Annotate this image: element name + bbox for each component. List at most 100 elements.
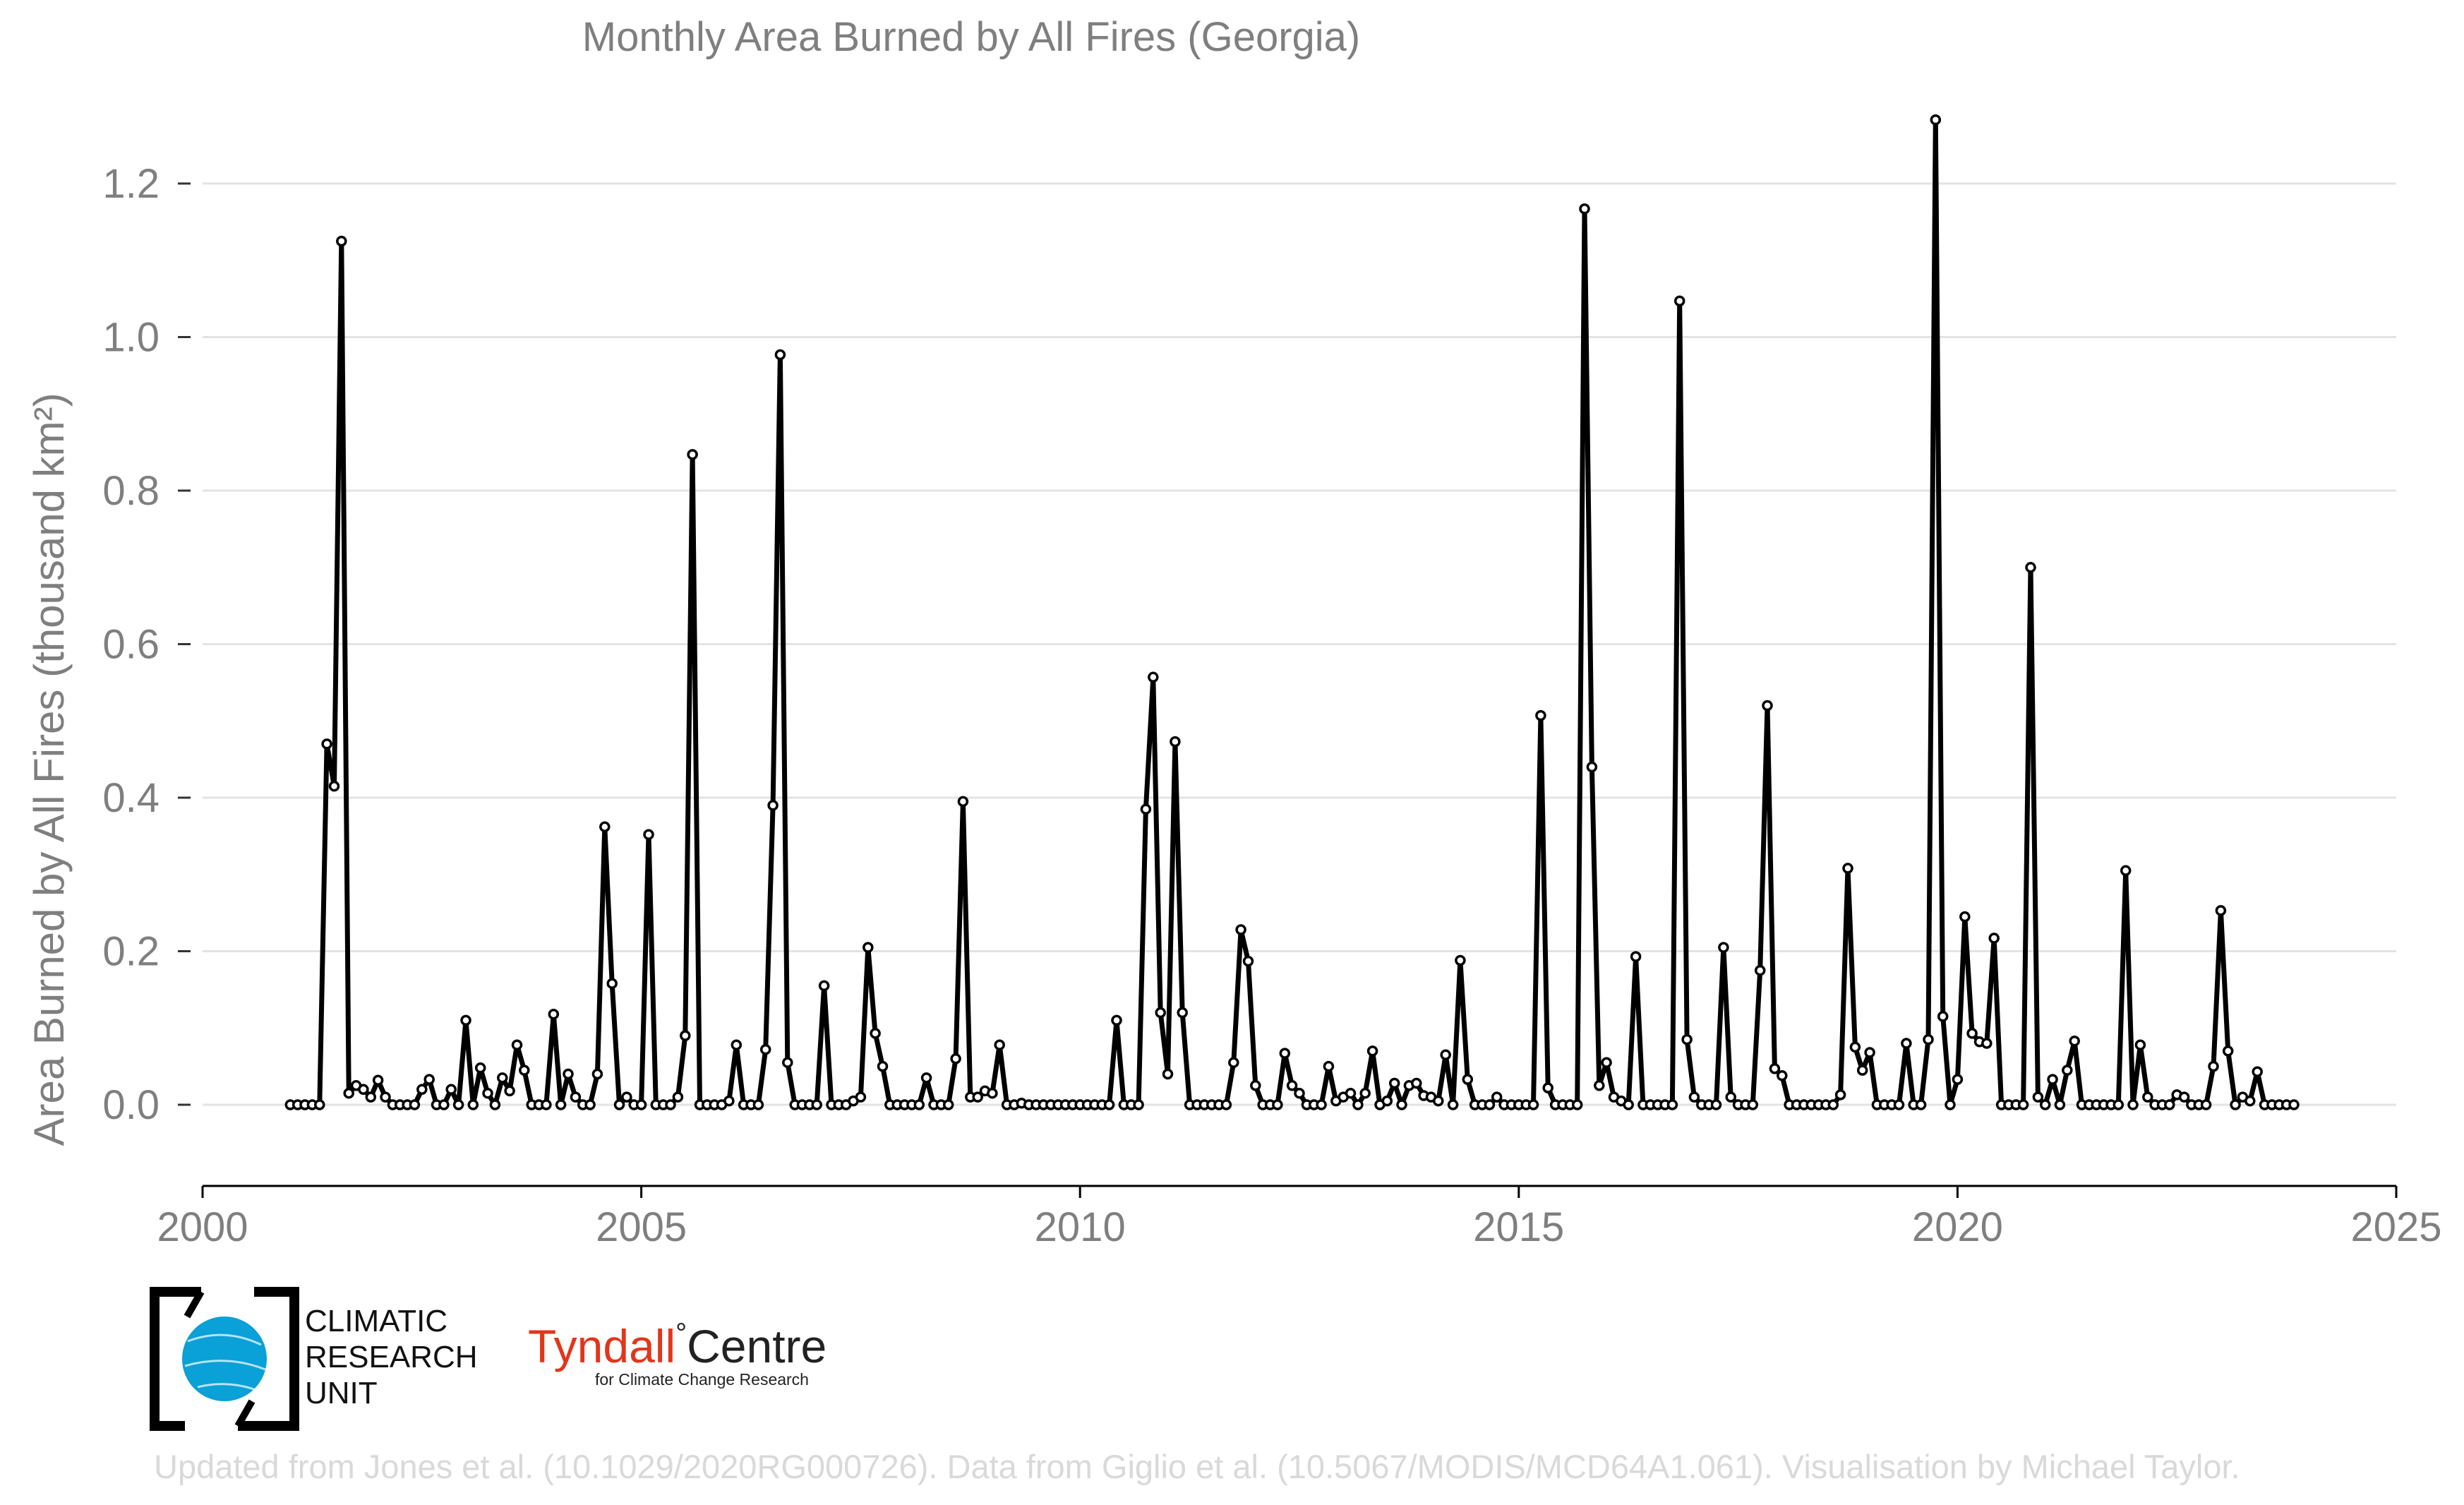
- y-tick-label: 0.8: [102, 468, 160, 514]
- data-point: [1155, 1007, 1166, 1019]
- data-point: [1279, 1048, 1291, 1059]
- data-point: [643, 829, 654, 840]
- svg-text:UNIT: UNIT: [305, 1376, 378, 1410]
- data-point: [321, 738, 332, 750]
- tyndall-logo: Tyndall°Centre for Climate Change Resear…: [528, 1318, 827, 1389]
- y-tick-labels: 0.0 0.2 0.4 0.6 0.8 1.0 1.2: [102, 161, 191, 1128]
- data-point: [1323, 1060, 1335, 1072]
- data-point: [621, 1091, 632, 1103]
- data-point: [1345, 1087, 1357, 1099]
- series-points: [284, 114, 2300, 1110]
- x-tick-label: 2025: [2350, 1204, 2441, 1250]
- data-point: [870, 1028, 881, 1039]
- data-point: [863, 942, 874, 953]
- data-point: [957, 796, 969, 808]
- gridlines: [203, 182, 2396, 1106]
- data-point: [1864, 1047, 1875, 1058]
- x-tick-label: 2000: [157, 1204, 248, 1250]
- data-point: [1286, 1080, 1298, 1091]
- data-point: [1462, 1074, 1474, 1085]
- y-tick-label: 0.6: [102, 622, 160, 668]
- data-point: [1272, 1099, 1283, 1110]
- data-point: [1725, 1091, 1736, 1103]
- data-point: [1666, 1099, 1678, 1110]
- data-point: [1162, 1068, 1174, 1080]
- data-point: [1148, 671, 1159, 683]
- data-point: [1856, 1065, 1868, 1076]
- data-point: [752, 1099, 764, 1110]
- data-point: [423, 1074, 435, 1085]
- data-point: [519, 1065, 530, 1076]
- data-point: [1945, 1099, 1956, 1110]
- data-point: [1366, 1045, 1378, 1057]
- data-point: [1594, 1080, 1605, 1091]
- chart-title: Monthly Area Burned by All Fires (Georgi…: [582, 14, 1360, 60]
- data-point: [1228, 1057, 1239, 1068]
- data-point: [1381, 1095, 1393, 1107]
- data-point: [2142, 1091, 2153, 1103]
- x-tick-label: 2005: [596, 1204, 687, 1250]
- data-point: [1769, 1063, 1781, 1074]
- data-point: [759, 1043, 771, 1055]
- data-point: [2039, 1099, 2051, 1110]
- data-point: [1893, 1099, 1905, 1110]
- data-point: [1352, 1099, 1364, 1110]
- data-point: [613, 1099, 625, 1110]
- data-point: [1915, 1099, 1927, 1110]
- data-point: [1827, 1099, 1839, 1110]
- data-point: [336, 235, 347, 247]
- data-point: [2120, 865, 2132, 877]
- data-point: [1491, 1091, 1503, 1103]
- data-point: [438, 1099, 450, 1110]
- data-point: [2215, 905, 2227, 916]
- data-point: [1930, 114, 1942, 126]
- data-point: [1103, 1099, 1115, 1110]
- data-point: [1133, 1099, 1144, 1110]
- data-point: [467, 1099, 479, 1110]
- data-point: [920, 1072, 932, 1084]
- data-point: [1177, 1007, 1188, 1019]
- data-point: [1111, 1014, 1122, 1026]
- data-point: [2069, 1035, 2080, 1047]
- data-point: [482, 1087, 493, 1099]
- data-point: [818, 980, 830, 992]
- data-point: [497, 1072, 508, 1084]
- data-point: [913, 1099, 925, 1110]
- data-point: [416, 1084, 428, 1096]
- data-point: [489, 1099, 501, 1110]
- data-point: [372, 1074, 384, 1086]
- series-line: [290, 117, 2294, 1108]
- data-point: [541, 1099, 552, 1110]
- data-point: [548, 1008, 560, 1020]
- data-point: [445, 1084, 457, 1096]
- data-point: [1681, 1033, 1693, 1045]
- data-point: [855, 1091, 867, 1103]
- data-point: [635, 1099, 647, 1110]
- data-point: [2062, 1065, 2073, 1076]
- data-point: [1842, 863, 1853, 874]
- data-point: [942, 1099, 954, 1110]
- data-point: [314, 1099, 325, 1110]
- data-point: [1747, 1099, 1759, 1110]
- data-point: [1411, 1077, 1422, 1089]
- data-point: [1571, 1099, 1583, 1110]
- y-axis-label: Area Burned by All Fires (thousand km²): [25, 392, 73, 1146]
- data-point: [2252, 1066, 2263, 1077]
- data-point: [2047, 1074, 2058, 1085]
- data-point: [1359, 1087, 1371, 1099]
- data-point: [1440, 1049, 1451, 1061]
- data-point: [606, 978, 618, 989]
- svg-text:CLIMATIC: CLIMATIC: [305, 1304, 447, 1338]
- data-point: [1579, 203, 1590, 215]
- data-point: [1988, 933, 2000, 944]
- x-tick-label: 2015: [1473, 1204, 1564, 1250]
- data-point: [2200, 1099, 2212, 1110]
- data-point: [1937, 1011, 1949, 1022]
- data-point: [1710, 1099, 1722, 1110]
- svg-text:Tyndall°Centre: Tyndall°Centre: [528, 1318, 827, 1372]
- data-point: [1140, 803, 1152, 815]
- data-point: [1673, 295, 1685, 307]
- data-point: [2230, 1099, 2241, 1110]
- data-point: [672, 1091, 684, 1103]
